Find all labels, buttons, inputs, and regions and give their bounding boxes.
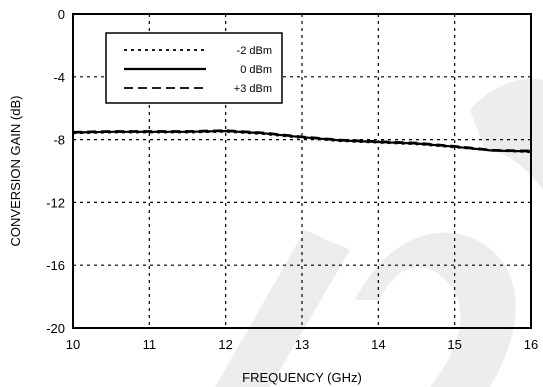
y-tick-label: 0 <box>58 7 65 22</box>
x-tick-label: 13 <box>295 337 309 352</box>
grid-lines <box>73 14 531 328</box>
watermark-swoosh-1 <box>215 230 350 387</box>
x-tick-label: 12 <box>218 337 232 352</box>
x-axis-title: FREQUENCY (GHz) <box>242 370 362 385</box>
watermark-swoosh-3 <box>470 78 543 190</box>
x-tick-label: 10 <box>66 337 80 352</box>
y-tick-label: -12 <box>46 195 65 210</box>
x-tick-label: 11 <box>143 337 157 352</box>
series-lines <box>72 129 532 154</box>
plot-frame <box>72 13 532 329</box>
y-axis-title: CONVERSION GAIN (dB) <box>8 96 23 247</box>
watermark-swoosh-2 <box>355 232 516 387</box>
legend-label: +3 dBm <box>234 83 272 95</box>
legend-label: -2 dBm <box>237 45 272 57</box>
y-tick-label: -20 <box>46 321 65 336</box>
x-tick-label: 16 <box>524 337 538 352</box>
y-tick-label: -8 <box>53 133 65 148</box>
x-tick-labels: 10 11 12 13 14 15 16 <box>66 337 538 352</box>
y-tick-labels: 0 -4 -8 -12 -16 -20 <box>46 7 65 336</box>
y-tick-label: -4 <box>53 70 65 85</box>
legend: -2 dBm 0 dBm +3 dBm <box>105 32 283 104</box>
x-tick-label: 15 <box>447 337 461 352</box>
x-tick-label: 14 <box>371 337 385 352</box>
watermark-graphic <box>215 78 543 387</box>
y-tick-label: -16 <box>46 258 65 273</box>
legend-label: 0 dBm <box>240 64 272 76</box>
series-line-2 <box>72 129 532 152</box>
